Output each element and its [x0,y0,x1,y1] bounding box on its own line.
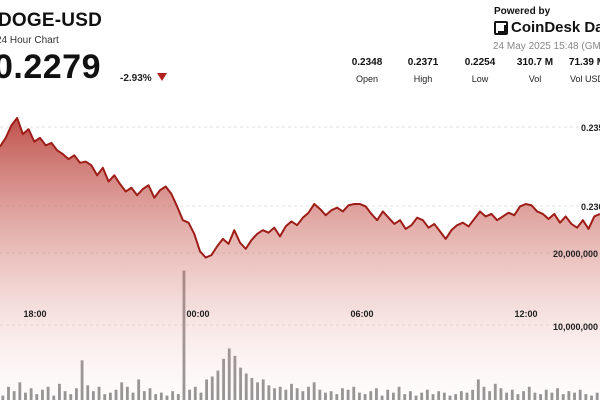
current-price: 0.2279 [0,48,101,86]
volume-axis-label: 20,000,000 [553,249,598,259]
price-area [0,116,600,400]
powered-by-label: Powered by [494,6,551,17]
stat-vol-usd: 71.39 M Vol USD [557,57,600,84]
stat-open: 0.2348 Open [337,57,397,84]
price-change: -2.93% [120,73,152,84]
stat-label: Low [471,74,489,84]
price-axis-label: 0.230 [581,202,600,212]
stat-label: Vol USD [569,74,600,84]
coindesk-logo-icon [494,20,508,35]
brand-name: CoinDesk Data [511,19,600,36]
x-tick-label: 18:00 [23,309,46,319]
stat-value: 0.2254 [464,57,496,68]
x-tick-label: 06:00 [350,309,373,319]
x-tick-label: 00:00 [186,309,209,319]
price-line [0,116,600,259]
stat-label: Open [355,74,379,84]
stat-low: 0.2254 Low [450,57,510,84]
volume-axis-label: 10,000,000 [553,322,598,332]
brand-logo[interactable]: CoinDesk Data [494,19,600,36]
stat-vol: 310.7 M Vol [505,57,565,84]
stat-label: High [413,74,433,84]
stat-label: Vol [528,74,542,84]
price-axis-label: 0.235 [581,123,600,133]
stat-value: 310.7 M [516,57,554,68]
down-arrow-icon [157,73,167,81]
stat-value: 71.39 M [568,57,600,68]
stat-value: 0.2371 [407,57,439,68]
stat-value: 0.2348 [351,57,383,68]
symbol-title: DOGE-USD [0,10,102,31]
axis-labels: 18:00 00:00 06:00 12:00 0.235 0.230 20,000,000… [23,123,600,332]
price-area-fill [0,117,600,400]
x-tick-label: 12:00 [514,309,537,319]
stat-high: 0.2371 High [393,57,453,84]
chart-subtitle: 24 Hour Chart [0,35,59,46]
timestamp: 24 May 2025 15:48 (GMT) [493,41,600,52]
